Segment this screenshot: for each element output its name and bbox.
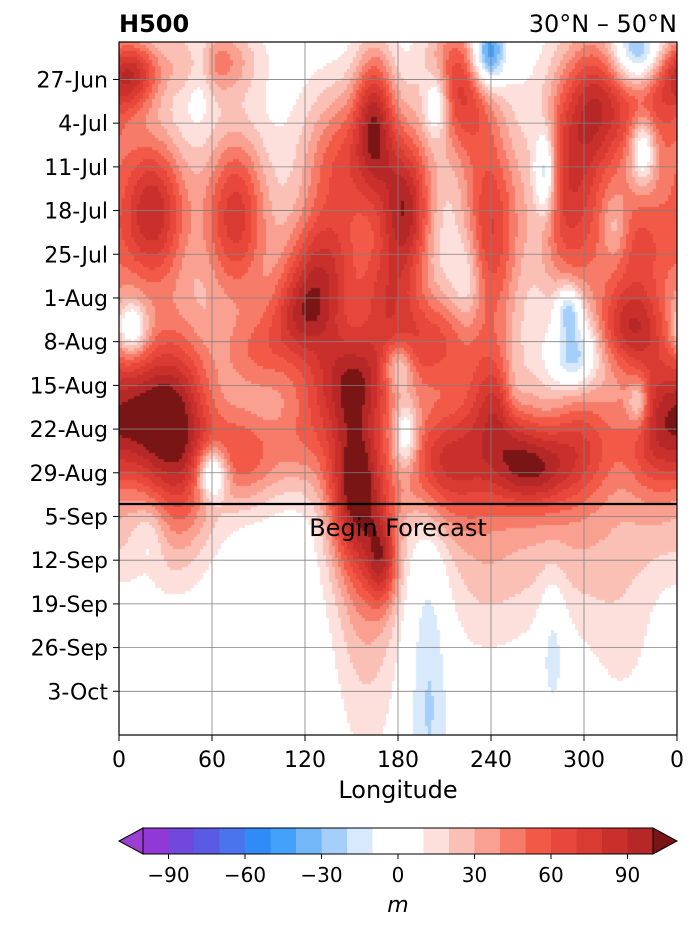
- colorbar-segment: [168, 828, 195, 854]
- colorbar-tick-label: 30: [462, 863, 487, 887]
- x-axis-label: Longitude: [338, 776, 457, 804]
- x-tick-label: 0: [670, 748, 684, 773]
- forecast-marker: Begin Forecast: [119, 502, 677, 542]
- colorbar: −90 −60 −30 0 30 60 90: [117, 827, 679, 887]
- y-tick-label: 19-Sep: [31, 593, 108, 618]
- x-tick-label: 180: [377, 748, 419, 773]
- y-tick-label: 3-Oct: [47, 680, 108, 705]
- colorbar-segment: [627, 828, 654, 854]
- y-tick-label: 1-Aug: [44, 287, 108, 312]
- y-tick-label: 22-Aug: [30, 418, 108, 443]
- colorbar-tick-label: 0: [392, 863, 405, 887]
- y-tick-label: 27-Jun: [36, 68, 108, 93]
- colorbar-segment: [219, 828, 246, 854]
- y-tick-label: 5-Sep: [45, 505, 108, 530]
- chart-title: H500: [119, 10, 189, 38]
- colorbar-segment: [245, 828, 271, 854]
- colorbar-segment: [321, 828, 348, 854]
- y-axis: 27-Jun 4-Jul 11-Jul 18-Jul 25-Jul 1-Aug 8-Aug 1…: [30, 68, 119, 705]
- x-tick-label: 240: [470, 748, 512, 773]
- x-tick-label: 0: [112, 748, 126, 773]
- grid-lines: [119, 42, 677, 735]
- colorbar-segment: [372, 828, 424, 854]
- y-tick-label: 26-Sep: [31, 637, 108, 662]
- colorbar-segment: [500, 828, 526, 854]
- x-tick-label: 60: [198, 748, 226, 773]
- y-tick-label: 25-Jul: [44, 243, 108, 268]
- colorbar-segment: [194, 828, 220, 854]
- colorbar-extend-low: [117, 827, 144, 855]
- colorbar-tick-label: −60: [224, 863, 266, 887]
- colorbar-tick-label: −90: [147, 863, 189, 887]
- x-tick-label: 120: [284, 748, 326, 773]
- x-axis: 0 60 120 180 240 300 0: [112, 735, 684, 773]
- colorbar-segment: [143, 828, 169, 854]
- colorbar-segment: [602, 828, 628, 854]
- y-tick-label: 15-Aug: [30, 374, 108, 399]
- y-tick-label: 12-Sep: [31, 549, 108, 574]
- colorbar-segment: [347, 828, 373, 854]
- colorbar-extend-high: [652, 827, 679, 855]
- colorbar-segment: [270, 828, 297, 854]
- colorbar-segment: [449, 828, 475, 854]
- y-tick-label: 18-Jul: [44, 200, 108, 225]
- colorbar-tick-label: 60: [538, 863, 563, 887]
- colorbar-segment: [551, 828, 577, 854]
- colorbar-tick-label: −30: [300, 863, 342, 887]
- colorbar-segment: [474, 828, 501, 854]
- chart-subtitle: 30°N – 50°N: [529, 10, 677, 38]
- colorbar-segment: [576, 828, 603, 854]
- y-tick-label: 11-Jul: [44, 156, 108, 181]
- forecast-label: Begin Forecast: [309, 514, 487, 542]
- y-tick-label: 29-Aug: [30, 462, 108, 487]
- colorbar-segment: [525, 828, 552, 854]
- y-tick-label: 8-Aug: [44, 331, 108, 356]
- colorbar-segment: [296, 828, 322, 854]
- y-tick-label: 4-Jul: [58, 112, 108, 137]
- x-tick-label: 300: [563, 748, 605, 773]
- colorbar-label: m: [387, 893, 408, 918]
- colorbar-segment: [423, 828, 450, 854]
- colorbar-tick-label: 90: [615, 863, 640, 887]
